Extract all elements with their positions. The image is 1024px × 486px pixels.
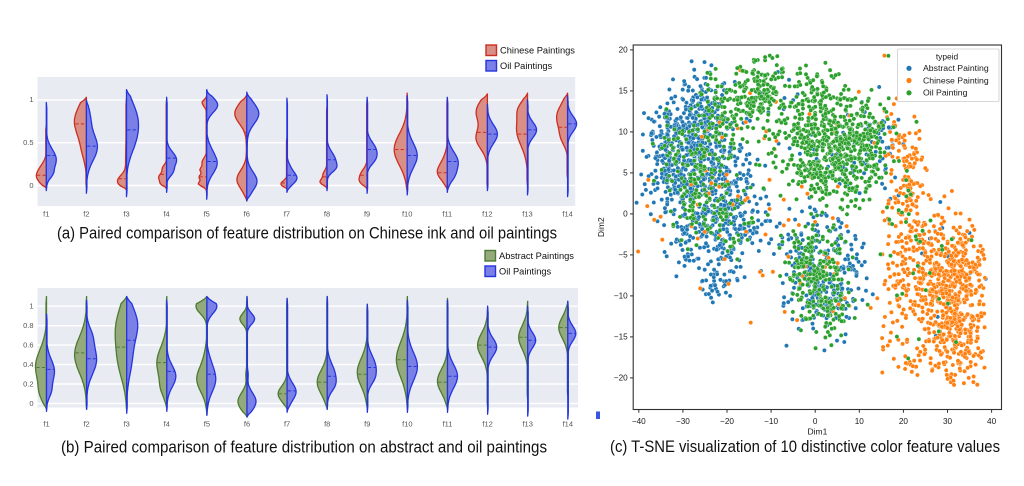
svg-text:1: 1	[29, 95, 33, 104]
svg-text:1: 1	[29, 302, 33, 311]
svg-text:f7: f7	[284, 420, 290, 429]
svg-text:f1: f1	[43, 420, 49, 429]
svg-text:−40: −40	[632, 417, 646, 426]
svg-text:−15: −15	[614, 333, 628, 342]
svg-text:Dim1: Dim1	[807, 426, 827, 436]
svg-text:f12: f12	[482, 420, 492, 429]
svg-text:(b) Paired comparison of featu: (b) Paired comparison of feature distrib…	[61, 439, 547, 457]
svg-text:f13: f13	[522, 210, 532, 219]
svg-text:(a) Paired comparison of featu: (a) Paired comparison of feature distrib…	[57, 225, 557, 243]
svg-text:Chinese Paintings: Chinese Paintings	[500, 46, 575, 56]
svg-text:f8: f8	[324, 210, 330, 219]
svg-text:Abstract Paintings: Abstract Paintings	[499, 251, 574, 261]
svg-text:Oil Paintings: Oil Paintings	[499, 267, 552, 277]
svg-text:f1: f1	[43, 210, 49, 219]
svg-text:0.6: 0.6	[23, 340, 33, 349]
svg-text:−10: −10	[614, 292, 628, 301]
svg-text:−20: −20	[614, 374, 628, 383]
svg-text:f9: f9	[364, 420, 370, 429]
svg-text:0: 0	[29, 399, 33, 408]
svg-text:f12: f12	[482, 210, 492, 219]
svg-text:f5: f5	[204, 210, 210, 219]
svg-text:f6: f6	[244, 420, 250, 429]
svg-text:f14: f14	[562, 210, 572, 219]
svg-text:0.5: 0.5	[23, 138, 33, 147]
svg-text:Chinese Painting: Chinese Painting	[923, 75, 989, 85]
svg-text:f2: f2	[83, 420, 89, 429]
svg-text:Abstract Painting: Abstract Painting	[923, 63, 989, 73]
svg-text:10: 10	[855, 417, 865, 426]
svg-text:0.4: 0.4	[23, 360, 33, 369]
svg-text:f11: f11	[442, 210, 452, 219]
svg-text:f13: f13	[522, 420, 532, 429]
svg-text:typeid: typeid	[936, 52, 959, 62]
svg-text:0: 0	[623, 210, 628, 219]
svg-text:f4: f4	[164, 420, 170, 429]
svg-text:0.8: 0.8	[23, 321, 33, 330]
svg-text:f5: f5	[204, 420, 210, 429]
svg-text:f6: f6	[244, 210, 250, 219]
svg-text:10: 10	[619, 128, 629, 137]
svg-text:0: 0	[29, 181, 33, 190]
svg-text:−5: −5	[618, 251, 628, 260]
svg-text:Oil Painting: Oil Painting	[923, 88, 968, 98]
svg-text:f3: f3	[124, 420, 130, 429]
svg-text:−20: −20	[720, 417, 734, 426]
svg-text:f2: f2	[83, 210, 89, 219]
svg-text:f10: f10	[402, 210, 412, 219]
svg-text:5: 5	[623, 169, 628, 178]
svg-text:−30: −30	[676, 417, 690, 426]
svg-text:f11: f11	[443, 420, 453, 429]
svg-text:20: 20	[619, 46, 629, 55]
svg-text:−10: −10	[764, 417, 778, 426]
svg-text:Oil Paintings: Oil Paintings	[500, 61, 553, 71]
svg-text:f9: f9	[364, 210, 370, 219]
svg-text:f4: f4	[163, 210, 169, 219]
svg-text:f10: f10	[402, 420, 412, 429]
svg-text:Dim2: Dim2	[596, 217, 606, 237]
svg-text:40: 40	[987, 417, 997, 426]
svg-text:0: 0	[813, 417, 818, 426]
svg-text:15: 15	[619, 87, 629, 96]
svg-text:20: 20	[899, 417, 909, 426]
svg-text:(c) T-SNE visualization of 10: (c) T-SNE visualization of 10 distinctiv…	[610, 438, 1000, 456]
svg-text:f7: f7	[284, 210, 290, 219]
svg-text:f14: f14	[563, 420, 573, 429]
svg-text:30: 30	[943, 417, 953, 426]
svg-text:f3: f3	[123, 210, 129, 219]
svg-text:0.2: 0.2	[23, 379, 33, 388]
svg-text:f8: f8	[324, 420, 330, 429]
